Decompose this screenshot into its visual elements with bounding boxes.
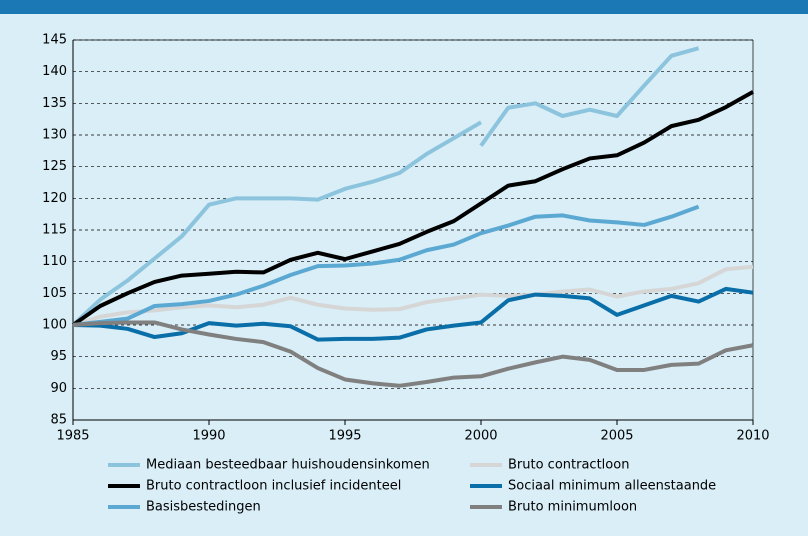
series-line	[72, 320, 754, 388]
legend-label: Mediaan besteedbaar huishoudensinkomen	[146, 458, 430, 473]
y-tick-label: 130	[42, 128, 67, 143]
header-bar	[0, 0, 808, 14]
legend-label: Bruto contractloon inclusief incidenteel	[146, 479, 401, 494]
legend-label: Sociaal minimum alleenstaande	[508, 479, 716, 494]
series-line	[71, 90, 754, 327]
y-tick-label: 140	[42, 64, 67, 79]
y-tick-label: 145	[42, 33, 67, 48]
x-tick-label: 1990	[192, 429, 225, 444]
y-tick-label: 125	[42, 159, 67, 174]
x-tick-label: 1985	[56, 429, 89, 444]
series-line	[72, 204, 700, 327]
y-tick-label: 95	[50, 349, 67, 364]
y-tick-label: 110	[42, 254, 67, 269]
series-line	[72, 286, 754, 342]
y-tick-label: 85	[50, 413, 67, 428]
series-line	[72, 264, 754, 327]
x-tick-label: 1995	[328, 429, 361, 444]
y-tick-label: 120	[42, 191, 67, 206]
y-tick-label: 100	[42, 318, 67, 333]
legend-label: Bruto minimumloon	[508, 500, 637, 515]
y-tick-label: 90	[50, 381, 67, 396]
y-tick-label: 135	[42, 96, 67, 111]
legend-label: Bruto contractloon	[508, 458, 629, 473]
x-tick-label: 2010	[736, 429, 769, 444]
series-line	[71, 46, 700, 327]
legend-label: Basisbestedingen	[146, 500, 261, 515]
y-tick-label: 105	[42, 286, 67, 301]
y-tick-label: 115	[42, 223, 67, 238]
x-tick-label: 2005	[600, 429, 633, 444]
x-tick-label: 2000	[464, 429, 497, 444]
